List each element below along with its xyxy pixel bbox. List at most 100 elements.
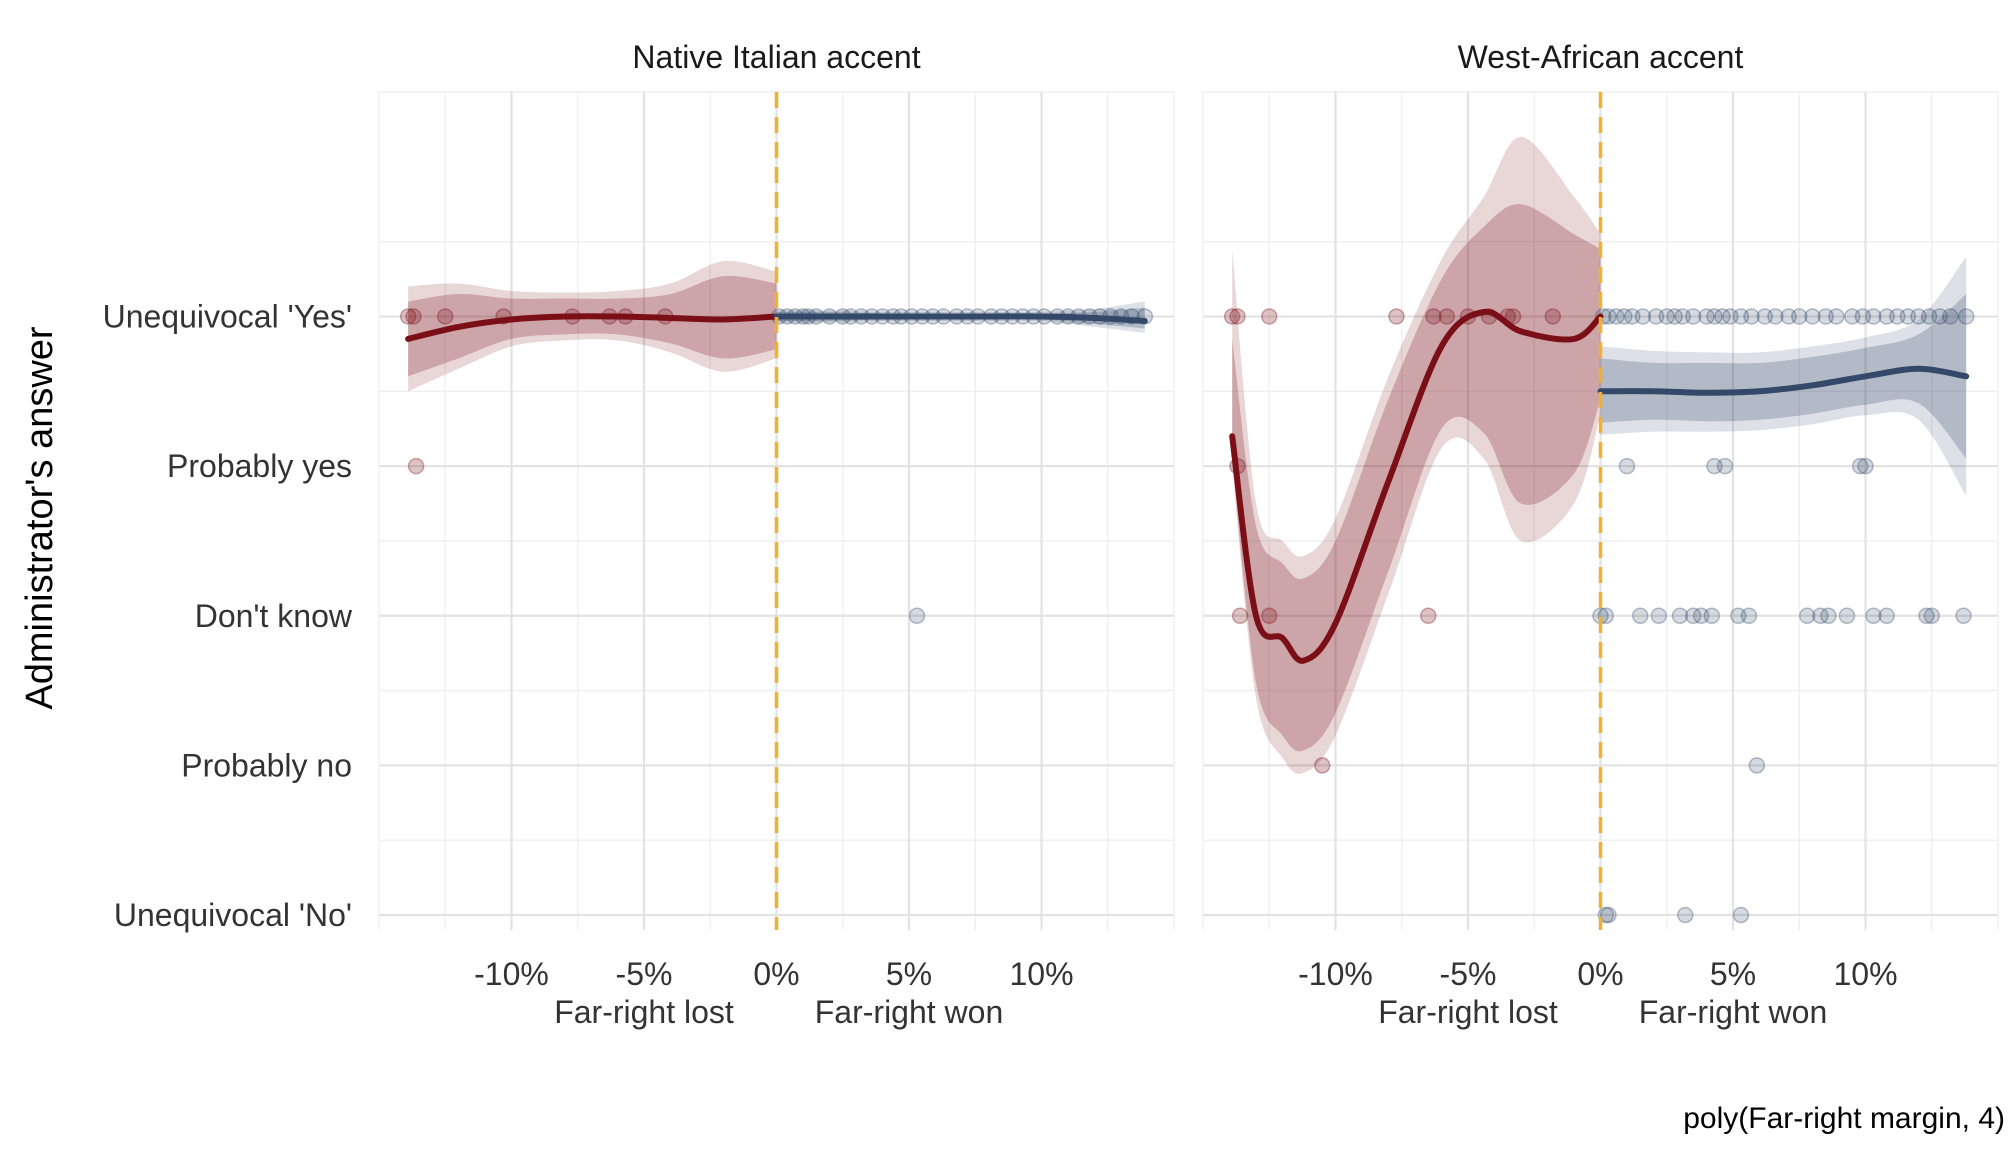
data-point-far-right-lost xyxy=(1261,607,1278,624)
data-point-far-right-won xyxy=(1820,607,1837,624)
data-point-far-right-lost xyxy=(1425,308,1442,325)
data-point-far-right-lost xyxy=(1261,308,1278,325)
data-point-far-right-won xyxy=(1677,906,1694,924)
data-point-far-right-won xyxy=(1618,457,1636,475)
panel-west-african: West-African accent-10% -5% 0% 5% 10%Far-rig… xyxy=(1202,39,1999,1030)
panel-title: Native Italian accent xyxy=(632,39,920,75)
data-point-far-right-won xyxy=(1650,607,1668,624)
ci-band-inner-far-right-lost xyxy=(408,275,777,377)
data-point-far-right-lost xyxy=(1438,308,1456,325)
region-label-lost: Far-right lost xyxy=(554,994,734,1030)
data-point-far-right-won xyxy=(1910,308,1927,325)
data-point-far-right-lost xyxy=(1314,757,1331,774)
data-point-far-right-won xyxy=(1780,308,1797,325)
data-point-far-right-lost xyxy=(1223,308,1241,325)
data-point-far-right-won xyxy=(1706,457,1723,475)
data-point-far-right-won xyxy=(1923,607,1940,624)
y-tick-labels: Unequivocal 'No' Probably no Don't know Pro… xyxy=(103,298,353,933)
data-point-far-right-won xyxy=(1685,607,1702,624)
y-tick-label: Don't know xyxy=(195,598,353,634)
x-tick-label: 0% xyxy=(753,956,799,992)
data-point-far-right-won xyxy=(1828,308,1845,325)
data-point-far-right-won xyxy=(1714,308,1731,325)
data-point-far-right-won xyxy=(1889,308,1906,325)
data-point-far-right-won xyxy=(1624,308,1641,325)
data-point-far-right-won xyxy=(1674,308,1691,325)
data-point-far-right-won xyxy=(1865,607,1882,624)
data-point-far-right-lost xyxy=(407,457,425,475)
data-point-far-right-won xyxy=(1817,308,1834,325)
data-point-far-right-won xyxy=(1931,308,1948,325)
data-point-far-right-won xyxy=(1804,308,1821,325)
x-tick-label: -10% xyxy=(1298,956,1373,992)
x-tick-label: 0% xyxy=(1577,956,1623,992)
data-point-far-right-won xyxy=(1600,906,1617,924)
y-tick-label: Probably no xyxy=(181,747,352,783)
data-point-far-right-won xyxy=(1706,308,1723,325)
data-point-far-right-won xyxy=(1798,607,1816,624)
y-tick-label: Unequivocal 'No' xyxy=(114,897,352,933)
data-point-far-right-won xyxy=(1767,308,1784,325)
data-point-far-right-lost xyxy=(399,308,417,325)
data-point-far-right-won xyxy=(1878,308,1895,325)
data-point-far-right-won xyxy=(1632,607,1649,624)
x-tick-label: 5% xyxy=(886,956,932,992)
ci-band-inner-far-right-won xyxy=(1600,294,1967,459)
x-tick-label: 10% xyxy=(1833,956,1897,992)
fit-line-far-right-lost xyxy=(405,313,780,342)
data-point-far-right-won xyxy=(1671,607,1689,624)
data-point-far-right-won xyxy=(1740,607,1758,624)
x-tick-label: 10% xyxy=(1009,956,1073,992)
x-tick-label: -10% xyxy=(474,956,549,992)
data-point-far-right-won xyxy=(1716,457,1734,475)
data-point-far-right-won xyxy=(1791,308,1808,325)
data-point-far-right-won xyxy=(1634,308,1652,325)
data-point-far-right-won xyxy=(1666,308,1683,325)
y-tick-label: Probably yes xyxy=(167,448,352,484)
data-point-far-right-won xyxy=(1658,308,1675,325)
ci-band-outer-far-right-won xyxy=(1600,256,1967,496)
region-label-won: Far-right won xyxy=(815,994,1004,1030)
x-tick-label: -5% xyxy=(616,956,673,992)
data-point-far-right-won xyxy=(908,607,926,624)
y-axis-title: Administrator's answer xyxy=(19,326,61,710)
x-tick-label: -5% xyxy=(1440,956,1497,992)
region-label-won: Far-right won xyxy=(1639,994,1828,1030)
data-point-far-right-won xyxy=(1732,906,1750,924)
data-point-far-right-won xyxy=(1878,607,1895,624)
fit-line-far-right-won xyxy=(1597,365,1970,396)
data-point-far-right-won xyxy=(1703,607,1721,624)
data-point-far-right-won xyxy=(1838,607,1856,624)
data-point-far-right-won xyxy=(1857,457,1874,475)
data-point-far-right-lost xyxy=(1229,308,1246,325)
data-point-far-right-won xyxy=(1854,308,1872,325)
panel-native-italian: Native Italian accent-10% -5% 0% 5% 10%Far-r… xyxy=(378,39,1175,1030)
data-point-far-right-won xyxy=(1730,607,1747,624)
data-point-far-right-lost xyxy=(1231,607,1249,624)
data-point-far-right-won xyxy=(1748,757,1766,774)
data-point-far-right-won xyxy=(1955,607,1972,624)
data-point-far-right-won xyxy=(1918,607,1935,624)
ci-band-outer-far-right-lost xyxy=(408,260,777,392)
ci-band-inner-far-right-lost xyxy=(1232,204,1601,752)
data-point-far-right-won xyxy=(1756,308,1774,325)
data-point-far-right-won xyxy=(1957,308,1975,325)
data-point-far-right-won xyxy=(1692,607,1710,624)
data-point-far-right-won xyxy=(1616,308,1633,325)
data-point-far-right-lost xyxy=(1388,308,1405,325)
data-point-far-right-won xyxy=(1743,308,1760,325)
data-point-far-right-lost xyxy=(1544,308,1562,325)
data-point-far-right-won xyxy=(1920,308,1938,325)
data-point-far-right-won xyxy=(1698,308,1715,325)
fit-line-far-right-won xyxy=(773,313,1148,324)
data-point-far-right-won xyxy=(1942,308,1959,325)
data-point-far-right-lost xyxy=(1420,607,1437,624)
data-point-far-right-won xyxy=(1608,308,1625,325)
data-point-far-right-won xyxy=(1732,308,1750,325)
chart-caption: poly(Far-right margin, 4) xyxy=(1683,1102,2005,1135)
data-point-far-right-lost xyxy=(405,308,422,325)
data-point-far-right-lost xyxy=(437,308,454,325)
data-point-far-right-won xyxy=(1851,457,1869,475)
data-point-far-right-won xyxy=(1812,607,1829,624)
